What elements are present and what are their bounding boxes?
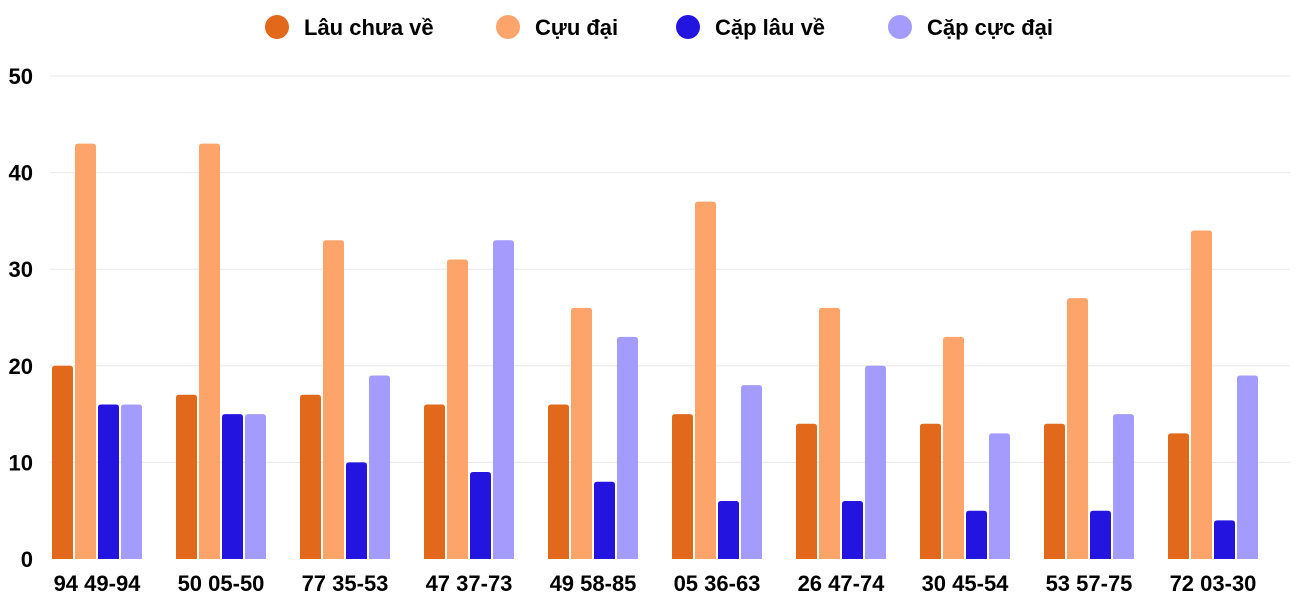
bar: [989, 433, 1010, 559]
bar: [741, 385, 762, 559]
legend-label: Cựu đại: [535, 15, 618, 40]
bar: [75, 143, 96, 559]
legend-marker: [265, 15, 289, 39]
bar-group: [1044, 298, 1134, 559]
x-tick-label: 50 05-50: [178, 571, 265, 596]
bar: [865, 365, 886, 559]
bar: [323, 240, 344, 559]
bar: [1214, 520, 1235, 559]
legend-item: Cặp cực đại: [888, 15, 1053, 40]
x-tick-label: 47 37-73: [426, 571, 513, 596]
legend-label: Lâu chưa về: [304, 15, 434, 40]
x-tick-label: 53 57-75: [1046, 571, 1133, 596]
legend-item: Lâu chưa về: [265, 15, 434, 40]
bar: [718, 501, 739, 559]
x-axis: 94 49-94 50 05-50 77 35-53 47 37-73 49 58-85…: [54, 571, 1257, 596]
bar: [98, 404, 119, 559]
bar: [920, 423, 941, 559]
bar: [121, 404, 142, 559]
bar: [222, 414, 243, 559]
bar: [447, 259, 468, 559]
x-tick-label: 49 58-85: [550, 571, 637, 596]
bar: [1067, 298, 1088, 559]
bar-group: [176, 143, 266, 559]
bar: [52, 365, 73, 559]
bar: [1168, 433, 1189, 559]
bar-group: [300, 240, 390, 559]
y-tick-label: 50: [9, 64, 33, 89]
legend-marker: [888, 15, 912, 39]
legend-label: Cặp lâu về: [715, 15, 825, 40]
bar: [369, 375, 390, 559]
y-tick-label: 10: [9, 450, 33, 475]
bar-group: [424, 240, 514, 559]
bar: [617, 336, 638, 559]
x-tick-label: 94 49-94: [54, 571, 142, 596]
bar: [1090, 510, 1111, 559]
x-tick-label: 26 47-74: [798, 571, 886, 596]
bar: [470, 472, 491, 559]
gridlines: [50, 75, 1290, 463]
bar: [1191, 230, 1212, 559]
legend-label: Cặp cực đại: [927, 15, 1053, 40]
legend-marker: [496, 15, 520, 39]
legend-item: Cặp lâu về: [676, 15, 825, 40]
bar: [424, 404, 445, 559]
bar: [842, 501, 863, 559]
bar-group: [52, 143, 142, 559]
x-tick-label: 30 45-54: [922, 571, 1010, 596]
bar: [672, 414, 693, 559]
x-tick-label: 05 36-63: [674, 571, 761, 596]
bar-group: [1168, 230, 1258, 559]
bar: [796, 423, 817, 559]
bar: [966, 510, 987, 559]
legend-marker: [676, 15, 700, 39]
y-tick-label: 30: [9, 257, 33, 282]
bar: [493, 240, 514, 559]
x-tick-label: 77 35-53: [302, 571, 389, 596]
bar: [1237, 375, 1258, 559]
y-tick-label: 0: [21, 547, 33, 572]
bar: [245, 414, 266, 559]
legend-item: Cựu đại: [496, 15, 618, 40]
bar-group: [672, 201, 762, 559]
y-tick-label: 40: [9, 161, 33, 186]
bar: [176, 394, 197, 559]
bar-group: [796, 307, 886, 559]
y-axis: 0 10 20 30 40 50: [9, 64, 33, 572]
bar: [1113, 414, 1134, 559]
bar-group: [548, 307, 638, 559]
bar-group: [920, 336, 1010, 559]
bar: [346, 462, 367, 559]
bar: [199, 143, 220, 559]
y-tick-label: 20: [9, 354, 33, 379]
bar: [571, 307, 592, 559]
bar: [695, 201, 716, 559]
x-tick-label: 72 03-30: [1170, 571, 1257, 596]
bars: [52, 143, 1258, 559]
bar: [943, 336, 964, 559]
bar: [548, 404, 569, 559]
bar: [1044, 423, 1065, 559]
bar: [819, 307, 840, 559]
legend: Lâu chưa về Cựu đại Cặp lâu về Cặp cực đại: [265, 15, 1053, 40]
bar: [594, 481, 615, 559]
bar: [300, 394, 321, 559]
